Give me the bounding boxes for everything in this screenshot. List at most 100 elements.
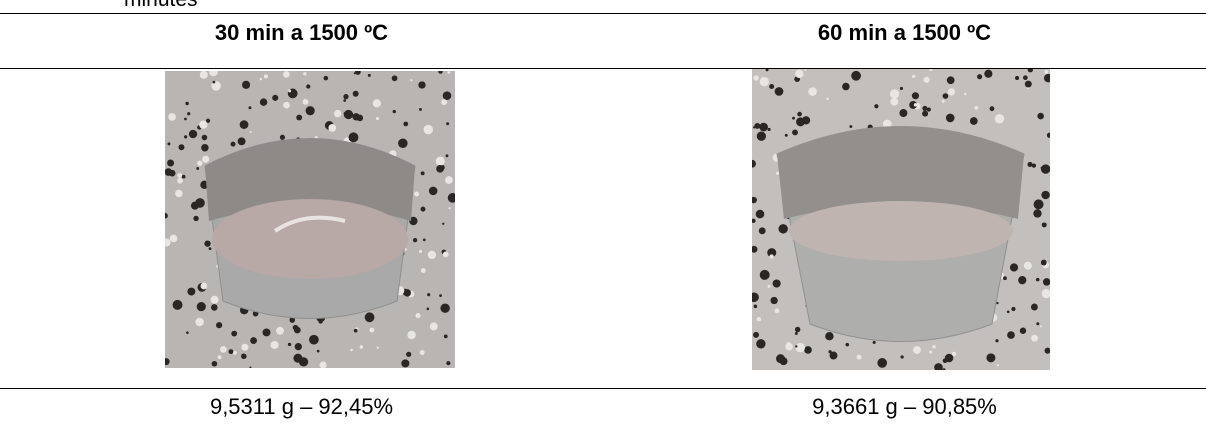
speckle [177,177,183,184]
speckle [412,237,418,243]
speckle [353,328,358,333]
speckle [913,103,918,107]
crucible-inner [777,126,1024,219]
speckle [292,324,299,331]
speckle [195,317,204,327]
speckle [792,116,795,120]
speckle [1033,199,1044,210]
speckle [797,111,802,117]
speckle [364,312,375,323]
speckle [208,247,212,251]
speckle [165,168,173,176]
speckle [287,342,292,347]
speckle [343,99,347,102]
speckle [241,343,249,351]
speckle [410,79,413,82]
speckle [947,88,956,96]
speckle [767,248,777,258]
speckle [929,350,933,354]
speckle [415,313,421,319]
speckle [778,224,788,234]
speckle [1040,166,1043,170]
speckle [204,240,211,247]
speckle [367,73,371,77]
speckle [428,186,438,196]
speckle [442,91,452,100]
speckle [752,218,756,223]
speckle [294,343,302,351]
speckle [323,75,329,81]
speckle [168,113,176,121]
speckle [899,109,908,118]
speckle [755,209,765,219]
speckle [794,331,798,335]
speckle [900,355,904,359]
speckle [438,71,443,74]
speckle [423,124,433,135]
speckle [184,135,188,139]
speckle [200,282,208,290]
speckle [922,110,929,117]
speckle [934,363,943,370]
speckle [242,80,251,89]
speckle [230,141,236,147]
caption-fragment: minutes [124,0,198,12]
speckle [283,71,290,78]
speckle [872,340,876,344]
speckle [211,304,218,311]
speckle [187,287,196,296]
speckle [1027,161,1033,168]
speckle [440,303,450,313]
speckle [1037,112,1044,120]
speckle [414,191,420,197]
speckle [942,93,949,99]
speckle [167,142,171,146]
speckle [427,250,437,260]
speckle [752,292,759,303]
speckle [752,245,758,253]
speckle [201,143,209,152]
speckle [842,82,850,91]
speckle [196,167,200,170]
speckle [1041,288,1050,299]
speckle [882,119,892,129]
speckle [756,316,762,322]
speckle [447,71,451,74]
speckle [259,77,263,81]
speckle [309,334,319,345]
speckle [774,87,784,96]
speckle [197,160,203,166]
speckle [276,326,284,335]
speckle [996,301,999,305]
speckle [756,339,766,349]
speckle [784,133,788,137]
speckle [1022,75,1028,81]
speckle [765,69,769,72]
speckle [774,308,780,314]
speckle [391,75,398,82]
speckle [167,159,175,167]
speckle [250,337,257,344]
speckle [995,339,999,343]
speckle [448,207,451,210]
speckle [420,171,425,176]
speckle [177,173,183,178]
speckle [178,144,185,151]
speckle [769,254,774,259]
speckle [874,104,879,109]
speckle [392,109,396,114]
speckle [426,307,430,311]
table-rule [0,388,1206,389]
speckle [279,134,285,140]
speckle [169,234,178,243]
speckle [1018,276,1027,285]
speckle [890,97,899,106]
speckle [401,359,410,368]
speckle [217,355,222,360]
speckle [851,70,861,81]
table-rule [0,68,1206,69]
speckle [303,72,307,76]
speckle [165,238,171,247]
speckle [352,113,360,121]
speckle [926,107,931,112]
